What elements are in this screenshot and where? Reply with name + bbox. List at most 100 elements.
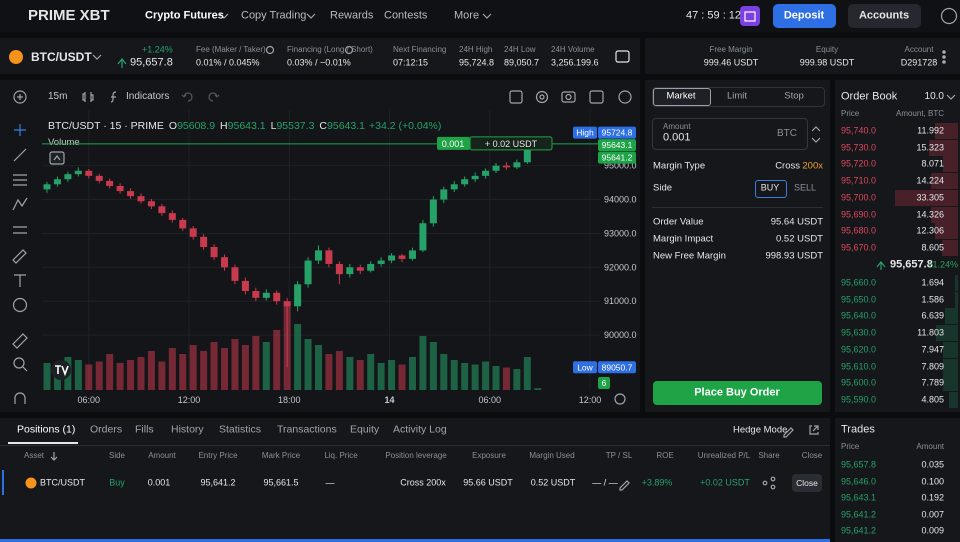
nav-item[interactable]: More bbox=[454, 9, 480, 22]
order-tab[interactable]: Stop bbox=[784, 90, 804, 102]
depth-bar bbox=[930, 206, 958, 223]
order-tab[interactable]: Market bbox=[666, 90, 696, 102]
volume-bar bbox=[262, 342, 270, 390]
volume-bar bbox=[440, 354, 448, 390]
position-qty: 0.001 bbox=[442, 139, 465, 149]
book-price[interactable]: 95,680.0 bbox=[841, 225, 877, 236]
positions-tab[interactable]: History bbox=[171, 423, 204, 436]
book-amount: 11.803 bbox=[917, 327, 944, 338]
bottom-bar bbox=[0, 539, 830, 542]
x-tick-label: 12:00 bbox=[178, 395, 201, 405]
book-amount: 7.947 bbox=[921, 344, 944, 355]
candle-body bbox=[137, 196, 145, 202]
positions-tab[interactable]: Activity Log bbox=[393, 423, 447, 436]
positions-tab[interactable]: Transactions bbox=[277, 423, 337, 436]
account-bar bbox=[645, 38, 960, 74]
book-price[interactable]: 95,670.0 bbox=[841, 242, 877, 253]
interval[interactable]: 15m bbox=[48, 91, 68, 102]
depth-bar bbox=[942, 156, 958, 173]
close-button[interactable] bbox=[792, 474, 822, 492]
nav-item[interactable]: Crypto Futures bbox=[145, 9, 224, 22]
sell[interactable]: SELL bbox=[793, 182, 817, 193]
volume-bar bbox=[335, 351, 343, 390]
candle-body bbox=[356, 267, 364, 271]
trade-amount: 0.100 bbox=[921, 476, 944, 487]
low-label-box bbox=[573, 361, 597, 374]
book-price[interactable]: 95,640.0 bbox=[841, 310, 877, 321]
volume-tag: 6 bbox=[602, 378, 607, 388]
stat-label: Next Financing bbox=[393, 45, 447, 55]
book-price[interactable]: 95,610.0 bbox=[841, 361, 877, 372]
book-price[interactable]: 95,620.0 bbox=[841, 344, 877, 355]
order-tab[interactable]: Limit bbox=[726, 90, 748, 102]
trade-price: 95,646.0 bbox=[841, 476, 877, 487]
book-price[interactable]: 95,650.0 bbox=[841, 294, 877, 305]
indicators[interactable]: Indicators bbox=[126, 91, 170, 102]
place-order-button[interactable] bbox=[653, 381, 822, 405]
book-amount: 15.323 bbox=[916, 142, 944, 153]
positions-tab[interactable]: Fills bbox=[135, 423, 154, 436]
book-price[interactable]: 95,690.0 bbox=[841, 209, 877, 220]
volume-bar bbox=[252, 336, 260, 390]
low-tag-box bbox=[598, 361, 636, 374]
stat-label: Fee (Maker / Taker) bbox=[196, 45, 266, 55]
column-header: Close bbox=[801, 451, 823, 461]
buy[interactable]: BUY bbox=[760, 182, 780, 193]
positions-tab[interactable]: Equity bbox=[350, 423, 380, 436]
candle-body bbox=[523, 145, 531, 163]
nav-item[interactable]: Copy Trading bbox=[241, 9, 307, 22]
positions-panel bbox=[0, 418, 830, 542]
x-tick-label: 14 bbox=[384, 395, 394, 405]
legend-value: 95643.1 bbox=[228, 120, 266, 132]
header: Amount bbox=[916, 442, 944, 452]
book-price[interactable]: 95,660.0 bbox=[841, 277, 877, 288]
candle-body bbox=[64, 174, 72, 180]
amount-box[interactable] bbox=[652, 118, 808, 150]
trade-price: 95,643.1 bbox=[841, 492, 877, 503]
close[interactable]: Close bbox=[796, 477, 818, 488]
margin-value[interactable]: Cross bbox=[775, 160, 800, 172]
place-order[interactable]: Place Buy Order bbox=[694, 386, 780, 399]
volume-bar bbox=[367, 354, 375, 390]
header: Amount, BTC bbox=[895, 109, 944, 119]
book-price[interactable]: 95,590.0 bbox=[841, 394, 877, 405]
book-price[interactable]: 95,630.0 bbox=[841, 327, 877, 338]
nav-item[interactable]: Contests bbox=[384, 9, 428, 22]
price: 95,657.8 bbox=[130, 56, 173, 69]
book-price[interactable]: 95,700.0 bbox=[841, 192, 877, 203]
tick-size[interactable]: 10.0 bbox=[924, 91, 944, 102]
book-amount: 1.586 bbox=[921, 294, 944, 305]
book-price[interactable]: 95,730.0 bbox=[841, 142, 877, 153]
high-label-box bbox=[573, 126, 597, 139]
hedge-mode[interactable]: Hedge Mode bbox=[733, 424, 788, 436]
book-price[interactable]: 95,710.0 bbox=[841, 175, 877, 186]
book-price[interactable]: 95,600.0 bbox=[841, 377, 877, 388]
positions-tab[interactable]: Statistics bbox=[219, 423, 262, 436]
cell: 95.66 USDT bbox=[463, 477, 513, 488]
entry-tag: 95641.2 bbox=[602, 153, 633, 163]
symbol[interactable]: BTC/USDT bbox=[31, 49, 92, 64]
y-tick-label: 94000.0 bbox=[604, 195, 637, 205]
positions-tab[interactable]: Orders bbox=[90, 423, 123, 436]
nav-item[interactable]: Rewards bbox=[330, 9, 374, 22]
column-header: Position leverage bbox=[385, 451, 447, 461]
book-price[interactable]: 95,720.0 bbox=[841, 158, 877, 169]
candle-body bbox=[179, 219, 187, 229]
accounts[interactable]: Accounts bbox=[858, 9, 910, 22]
candle-body bbox=[377, 260, 385, 264]
candle-body bbox=[106, 180, 114, 186]
margin-leverage[interactable]: 200x bbox=[802, 160, 823, 172]
positions-tab[interactable]: Positions (1) bbox=[17, 423, 76, 436]
buy-toggle[interactable] bbox=[755, 180, 787, 198]
volume-bar bbox=[200, 351, 208, 390]
depth-bar bbox=[941, 239, 958, 256]
candle-body bbox=[398, 255, 406, 259]
book-price[interactable]: 95,740.0 bbox=[841, 125, 877, 136]
column-header: Amount bbox=[148, 451, 176, 461]
order-tabs bbox=[652, 87, 825, 107]
accounts-button[interactable] bbox=[848, 4, 921, 28]
candle-body bbox=[502, 165, 510, 168]
deposit-button[interactable] bbox=[773, 4, 836, 28]
deposit[interactable]: Deposit bbox=[783, 9, 825, 22]
y-tick-label: 95000.0 bbox=[604, 161, 637, 171]
